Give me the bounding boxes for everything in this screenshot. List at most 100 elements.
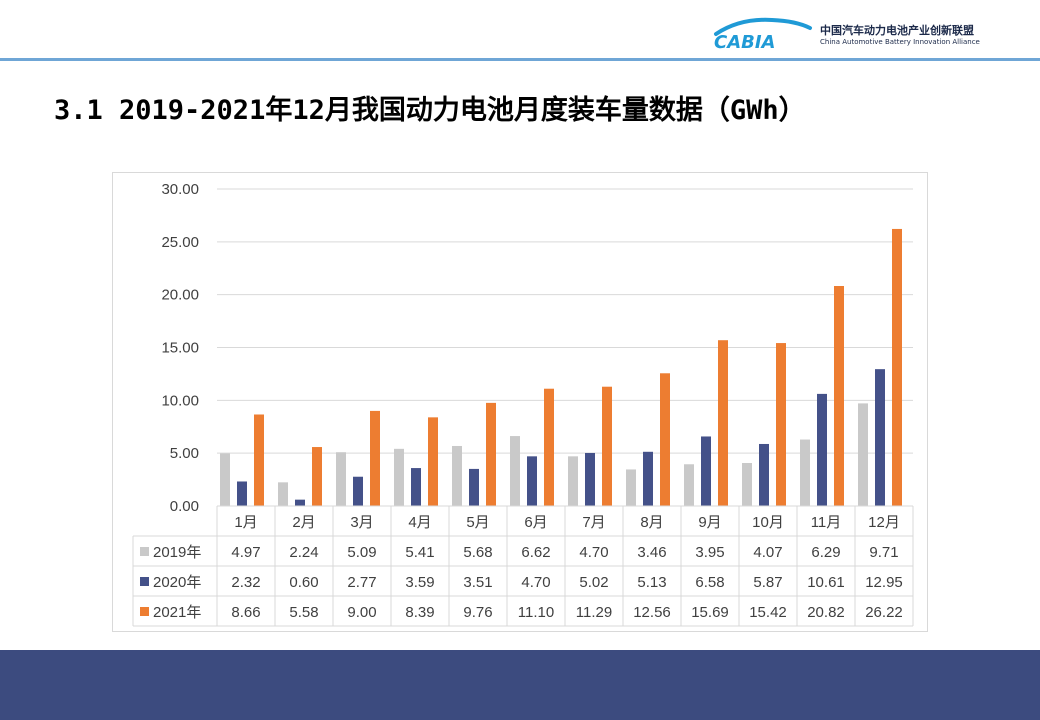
data-label: 10.61 [807,574,845,591]
bar [254,414,264,506]
legend-swatch [140,607,149,616]
bar [486,402,496,506]
y-tick-label: 0.00 [170,498,199,515]
x-category-label: 9月 [698,514,721,531]
bar [452,445,462,506]
x-category-label: 10月 [752,514,784,531]
bar [544,388,554,506]
x-category-label: 3月 [350,514,373,531]
bar [834,286,844,506]
data-label: 5.41 [405,544,434,561]
logo-name-en: China Automotive Battery Innovation Alli… [820,38,980,46]
cabia-logo: CABIA 中国汽车动力电池产业创新联盟 China Automotive Ba… [710,14,1030,54]
data-label: 6.62 [521,544,550,561]
x-category-label: 11月 [811,514,842,531]
bar [510,436,520,506]
data-label: 4.70 [521,574,550,591]
bar-chart: 0.00 5.00 10.00 15.00 20.00 25.00 30.00 1月 2月 3月 4… [132,181,914,627]
data-label: 0.60 [289,574,318,591]
data-label: 6.58 [695,574,724,591]
data-label: 11.10 [518,604,554,621]
bar [469,468,479,506]
bar [336,452,346,506]
bar [237,481,247,506]
data-label: 9.00 [347,604,376,621]
data-label: 5.58 [289,604,318,621]
bar [858,403,868,506]
bar [626,469,636,506]
data-label: 9.76 [463,604,492,621]
bar [875,369,885,506]
data-label: 5.87 [753,574,782,591]
bar [602,386,612,506]
legend-label: 2019年 [153,544,201,561]
bar [759,443,769,506]
bar [394,448,404,506]
logo-mark-text: CABIA [714,32,776,52]
y-tick-label: 10.00 [161,392,199,409]
header-divider [0,58,1040,61]
bar [220,453,230,506]
data-label: 8.66 [231,604,260,621]
bar [684,464,694,506]
bar [892,228,902,506]
data-label: 9.71 [869,544,898,561]
x-category-label: 4月 [408,514,431,531]
data-label: 6.29 [811,544,840,561]
x-category-label: 8月 [640,514,663,531]
bar [353,476,363,506]
bar [312,447,322,506]
bar [370,410,380,506]
bar [278,482,288,506]
data-label: 2.32 [231,574,260,591]
data-label: 3.59 [405,574,434,591]
bar [428,417,438,506]
bar [643,451,653,506]
bar [660,373,670,506]
bar [585,452,595,506]
data-label: 3.95 [695,544,724,561]
legend-swatch [140,547,149,556]
data-label: 5.09 [347,544,376,561]
bar [527,456,537,506]
legend-swatch [140,577,149,586]
chart-frame: 0.00 5.00 10.00 15.00 20.00 25.00 30.00 1月 2月 3月 4… [112,172,928,632]
x-category-label: 6月 [524,514,547,531]
data-label: 8.39 [405,604,434,621]
data-label: 4.07 [753,544,782,561]
y-tick-label: 30.00 [161,181,199,198]
x-category-label: 1月 [234,514,257,531]
data-label: 3.46 [637,544,666,561]
logo-name-cn: 中国汽车动力电池产业创新联盟 [820,24,974,37]
y-tick-label: 15.00 [161,340,199,357]
bar [701,436,711,506]
data-label: 12.95 [865,574,903,591]
bar [411,468,421,506]
data-label: 5.13 [637,574,666,591]
data-label: 5.02 [579,574,608,591]
data-label: 11.29 [576,604,612,621]
data-label: 20.82 [807,604,845,621]
legend-label: 2020年 [153,574,201,591]
data-label: 4.70 [579,544,608,561]
x-category-label: 12月 [868,514,900,531]
slide-title: 3.1 2019-2021年12月我国动力电池月度装车量数据（GWh） [54,95,806,126]
bar [742,462,752,506]
data-label: 2.24 [289,544,318,561]
slide-footer-band [0,650,1040,720]
slide-header: CABIA 中国汽车动力电池产业创新联盟 China Automotive Ba… [0,0,1040,62]
cabia-logo-icon: CABIA [714,17,812,52]
data-label: 2.77 [347,574,376,591]
data-label: 5.68 [463,544,492,561]
data-label: 12.56 [633,604,671,621]
data-label: 15.42 [749,604,787,621]
data-label: 3.51 [463,574,492,591]
bar [800,439,810,506]
y-tick-label: 25.00 [161,234,199,251]
bar [568,456,578,506]
bar [295,499,305,506]
data-label: 26.22 [865,604,903,621]
data-label: 15.69 [691,604,729,621]
legend-label: 2021年 [153,604,201,621]
bar [817,393,827,506]
